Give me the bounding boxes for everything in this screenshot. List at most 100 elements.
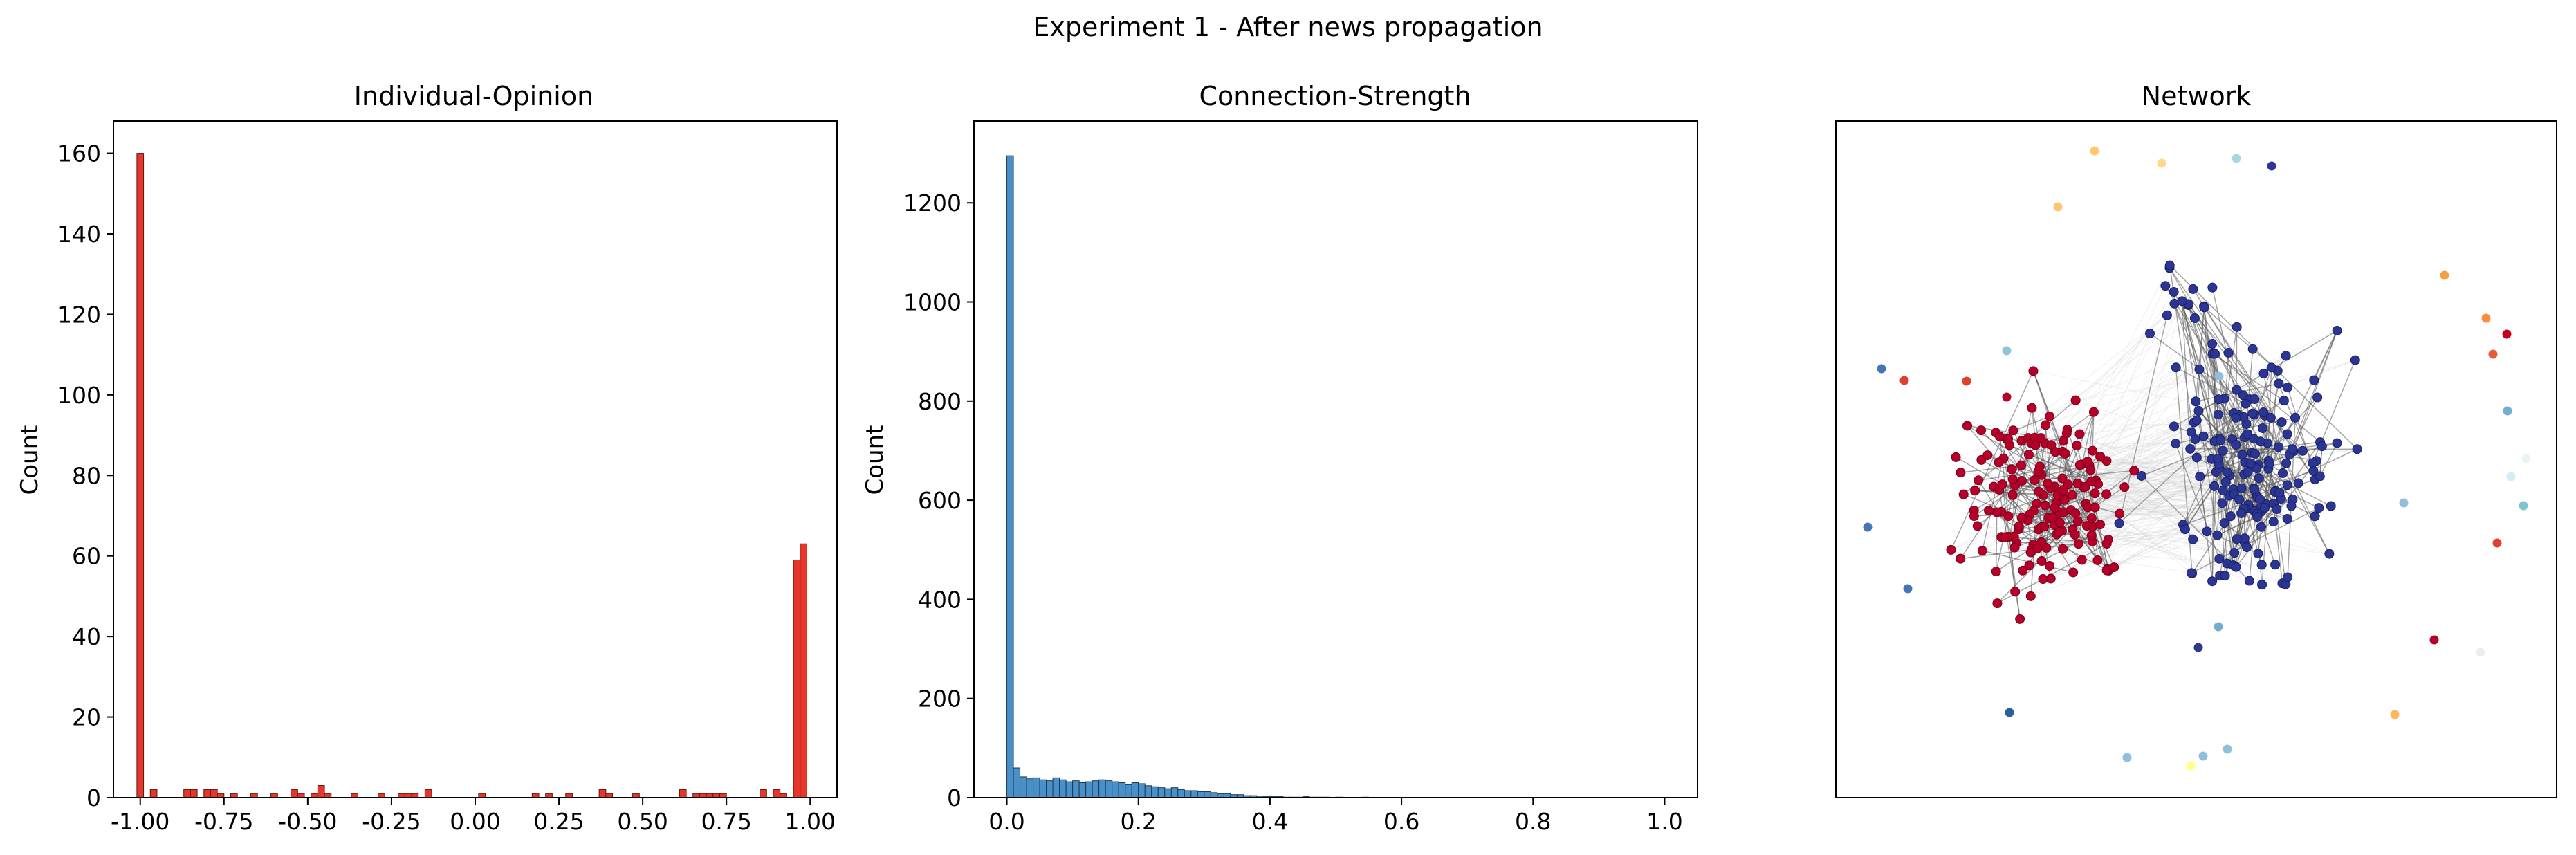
strength-y-tick-label: 800 — [918, 388, 962, 415]
opinion-x-tick-label: 0.25 — [533, 808, 584, 835]
network-node — [2039, 522, 2050, 532]
network-node — [2232, 385, 2242, 395]
opinion-x-tick-label: 0.50 — [617, 808, 668, 835]
network-node — [2332, 325, 2342, 335]
network-chart-title: Network — [2142, 81, 2252, 111]
strength-bar — [1065, 781, 1074, 798]
strength-chart-title: Connection-Strength — [1199, 81, 1471, 111]
strength-y-tick-label: 1200 — [903, 190, 962, 217]
network-node — [2502, 329, 2512, 339]
network-edge — [1993, 330, 2337, 488]
network-node — [2249, 434, 2259, 444]
strength-bar — [1204, 791, 1211, 798]
network-edge — [2092, 450, 2224, 527]
network-node — [2243, 467, 2253, 477]
network-node — [2045, 561, 2055, 571]
strength-bar — [1210, 792, 1218, 798]
network-node — [2070, 530, 2080, 540]
network-node — [2015, 614, 2025, 624]
network-node — [2010, 587, 2021, 597]
strength-bar — [1092, 780, 1100, 798]
network-edge — [2113, 454, 2290, 568]
network-node — [2059, 495, 2070, 505]
network-node — [2293, 478, 2303, 488]
network-edge — [2079, 343, 2213, 434]
figure-suptitle: Experiment 1 - After news propagation — [1033, 12, 1543, 42]
network-edge — [2173, 291, 2280, 493]
opinion-x-tick-label: 0.75 — [701, 808, 751, 835]
network-node — [2308, 466, 2319, 476]
network-node — [2122, 753, 2132, 762]
network-node — [2028, 366, 2039, 376]
network-node — [2231, 439, 2241, 450]
network-node — [2057, 473, 2068, 484]
network-node — [1962, 376, 1971, 386]
strength-x-tick-label: 0.0 — [988, 808, 1024, 835]
strength-bar — [1118, 782, 1126, 798]
network-node — [1974, 475, 1984, 486]
network-node — [2090, 488, 2100, 499]
network-node — [2232, 154, 2241, 163]
network-node — [2025, 591, 2036, 601]
opinion-bar — [190, 789, 198, 798]
strength-bar — [1125, 784, 1132, 798]
network-edge — [2106, 460, 2193, 540]
network-edge — [2085, 333, 2151, 487]
network-node — [2018, 565, 2028, 576]
network-node — [2145, 329, 2155, 339]
opinion-bar — [424, 789, 432, 798]
network-node — [2274, 488, 2285, 498]
opinion-y-tick-label: 20 — [72, 704, 101, 731]
strength-histogram: Connection-Strength Count 0 200 400 600 800 1… — [861, 81, 1698, 835]
network-node — [2016, 475, 2027, 486]
network-node — [2193, 405, 2204, 416]
network-node — [2352, 444, 2362, 454]
network-node — [2169, 286, 2179, 297]
opinion-y-tick-label: 40 — [72, 623, 101, 650]
strength-x-ticks: 0.0 0.2 0.4 0.6 0.8 1.0 — [988, 798, 1683, 835]
network-node — [2160, 281, 2171, 291]
strength-bar — [1059, 779, 1067, 798]
opinion-bar — [773, 789, 781, 798]
strength-x-tick-label: 0.8 — [1515, 808, 1551, 835]
opinion-bar — [793, 560, 801, 798]
opinion-chart-title: Individual-Opinion — [354, 81, 594, 111]
network-node — [2297, 445, 2308, 456]
strength-bar — [1197, 791, 1205, 798]
network-node — [2390, 710, 2400, 719]
network-node — [2024, 560, 2034, 571]
network-node — [2218, 486, 2228, 496]
network-edge — [2108, 462, 2313, 571]
network-node — [2282, 429, 2292, 439]
network-node — [2180, 524, 2190, 535]
network-node — [2050, 502, 2060, 513]
network-node — [2043, 478, 2053, 488]
strength-bar — [1039, 779, 1047, 798]
network-node — [1951, 452, 1961, 462]
network-node — [2260, 502, 2270, 513]
network-node — [2077, 555, 2087, 565]
network-node — [2003, 434, 2014, 444]
network-node — [2232, 322, 2242, 332]
opinion-bar — [291, 789, 298, 798]
network-node — [1991, 567, 2001, 577]
network-edge — [2254, 398, 2330, 554]
network-node — [2207, 576, 2218, 587]
network-node — [2488, 349, 2498, 359]
network-node — [2086, 513, 2097, 524]
network-node — [2220, 477, 2231, 487]
network-node — [2250, 394, 2260, 405]
network-node — [1958, 489, 1969, 499]
network-node — [1977, 546, 1987, 556]
network-node — [2254, 473, 2264, 484]
strength-y-tick-label: 1000 — [903, 289, 962, 316]
network-node — [2067, 490, 2077, 500]
network-node — [1991, 507, 2002, 517]
network-node — [2016, 513, 2027, 523]
network-node — [2229, 548, 2240, 558]
network-node — [2195, 471, 2205, 481]
strength-bar — [1105, 780, 1113, 798]
opinion-y-tick-label: 60 — [72, 543, 101, 570]
network-node — [2070, 395, 2081, 405]
